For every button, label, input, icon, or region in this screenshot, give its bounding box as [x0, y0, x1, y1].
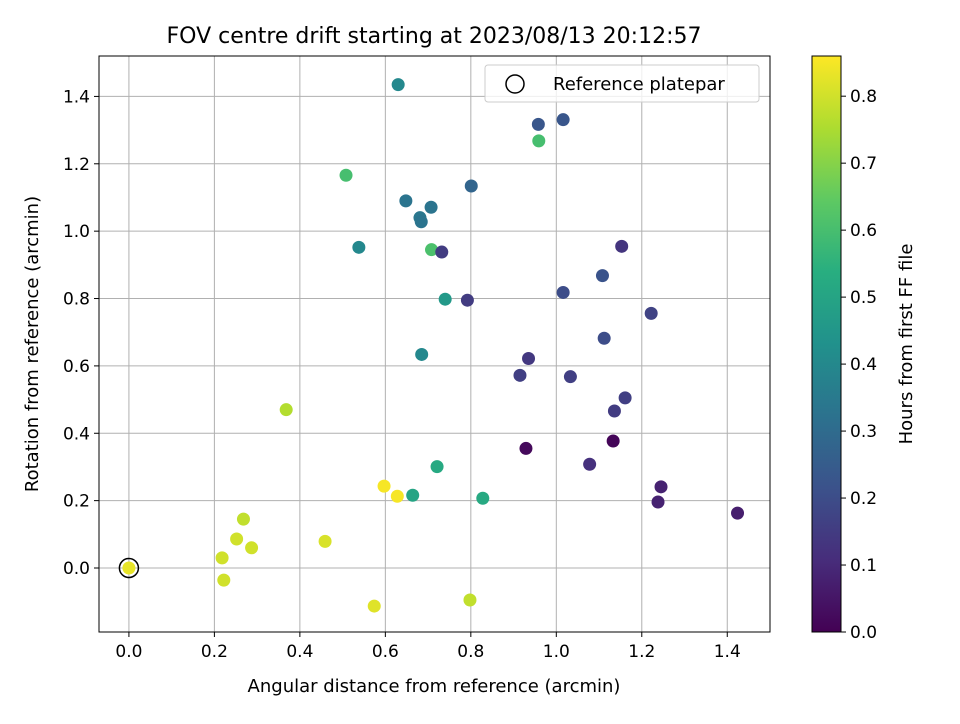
data-point [391, 78, 405, 92]
data-point [595, 269, 609, 283]
data-point [556, 113, 570, 127]
colorbar-label: Hours from first FF file [896, 244, 917, 445]
legend-label: Reference platepar [553, 74, 725, 95]
x-axis-ticks: 0.0 0.2 0.4 0.6 0.8 1.0 1.2 1.4 [115, 632, 741, 662]
data-point [236, 512, 250, 526]
data-point [519, 441, 533, 455]
reference-platepar-marker [118, 557, 140, 579]
colorbar-tick-label: 0.7 [850, 154, 877, 174]
data-point [563, 370, 577, 384]
colorbar-tick-label: 0.8 [850, 87, 877, 107]
data-point [654, 480, 668, 494]
colorbar-tick-label: 0.1 [850, 556, 877, 576]
y-axis-ticks: 0.0 0.2 0.4 0.6 0.8 1.0 1.2 1.4 [63, 87, 99, 579]
data-point [230, 532, 244, 546]
data-point [377, 479, 391, 493]
colorbar-gradient [811, 55, 842, 633]
data-point [390, 489, 404, 503]
colorbar-tick-label: 0.4 [850, 355, 877, 375]
data-point [651, 495, 665, 509]
legend-reference-marker [505, 74, 525, 94]
data-point [615, 239, 629, 253]
data-point [556, 285, 570, 299]
x-tick-label: 1.4 [714, 642, 741, 662]
colorbar-tick-label: 0.5 [850, 288, 877, 308]
data-point [464, 179, 478, 193]
x-tick-label: 0.4 [286, 642, 313, 662]
data-point [399, 194, 413, 208]
data-point [583, 457, 597, 471]
data-point [618, 391, 632, 405]
x-tick-label: 0.2 [201, 642, 228, 662]
data-point [435, 245, 449, 259]
data-point [245, 541, 259, 555]
data-point [406, 488, 420, 502]
y-tick-label: 0.2 [63, 492, 90, 512]
data-point [438, 292, 452, 306]
data-point [415, 347, 429, 361]
data-point [731, 506, 745, 520]
x-tick-label: 0.8 [457, 642, 484, 662]
data-point [513, 368, 527, 382]
x-axis-label: Angular distance from reference (arcmin) [248, 676, 621, 697]
colorbar-tick-label: 0.0 [850, 623, 877, 643]
chart-title: FOV centre drift starting at 2023/08/13 … [167, 24, 702, 49]
x-tick-label: 1.2 [628, 642, 655, 662]
data-point [522, 351, 536, 365]
data-point [122, 561, 136, 575]
data-point [215, 551, 229, 565]
legend: Reference platepar [484, 64, 760, 103]
data-point [414, 215, 428, 229]
colorbar-tick-label: 0.6 [850, 221, 877, 241]
data-point [424, 200, 438, 214]
data-point [339, 168, 353, 182]
data-point [367, 599, 381, 613]
data-point [597, 331, 611, 345]
y-tick-label: 1.2 [63, 155, 90, 175]
plot-frame [98, 55, 771, 633]
data-point [318, 534, 332, 548]
x-tick-label: 0.6 [372, 642, 399, 662]
scatter-points [118, 78, 745, 613]
colorbar-tick-label: 0.3 [850, 422, 877, 442]
y-tick-label: 0.0 [63, 559, 90, 579]
y-tick-label: 0.4 [63, 424, 90, 444]
y-tick-label: 0.8 [63, 290, 90, 310]
y-tick-label: 0.6 [63, 357, 90, 377]
data-point [352, 240, 366, 254]
data-point [460, 293, 474, 307]
y-tick-label: 1.4 [63, 87, 90, 107]
y-tick-label: 1.0 [63, 222, 90, 242]
data-point [532, 134, 546, 148]
data-point [430, 460, 444, 474]
data-point [607, 404, 621, 418]
y-axis-label: Rotation from reference (arcmin) [22, 196, 43, 492]
data-point [279, 403, 293, 417]
data-point [476, 491, 490, 505]
colorbar-ticks: 0.0 0.1 0.2 0.3 0.4 0.5 0.6 0.7 0.8 [841, 87, 877, 643]
x-tick-label: 1.0 [543, 642, 570, 662]
data-point [531, 117, 545, 131]
data-point [425, 243, 439, 257]
data-point [644, 306, 658, 320]
x-tick-label: 0.0 [115, 642, 142, 662]
colorbar: 0.0 0.1 0.2 0.3 0.4 0.5 0.6 0.7 0.8 Hours from f… [811, 55, 917, 643]
legend-box [484, 64, 760, 103]
data-point [606, 434, 620, 448]
colorbar-tick-label: 0.2 [850, 489, 877, 509]
grid [99, 56, 770, 632]
data-point [463, 593, 477, 607]
data-point [217, 573, 231, 587]
